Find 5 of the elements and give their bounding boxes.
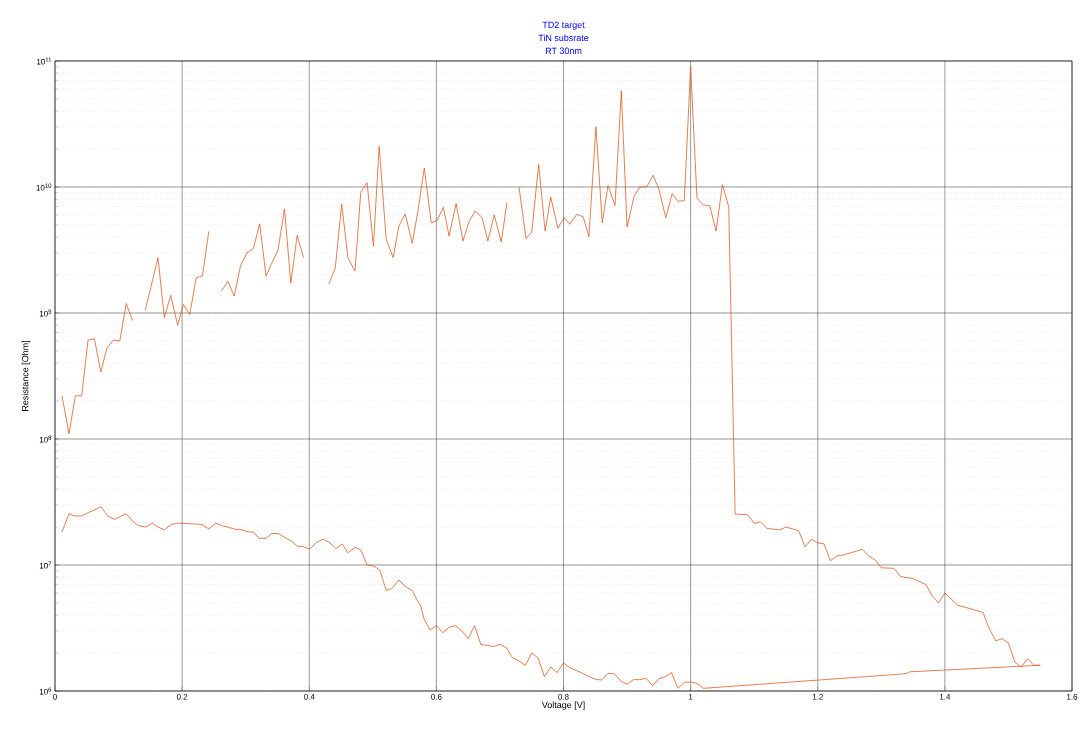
chart-title: TD2 target [542,21,585,30]
x-axis-title: Voltage [V] [541,701,585,710]
y-axis-title: Resistance [Ohm] [21,341,31,411]
chart-subtitle: TiN subsrate [538,34,589,42]
text: RT 30nm [545,47,582,54]
